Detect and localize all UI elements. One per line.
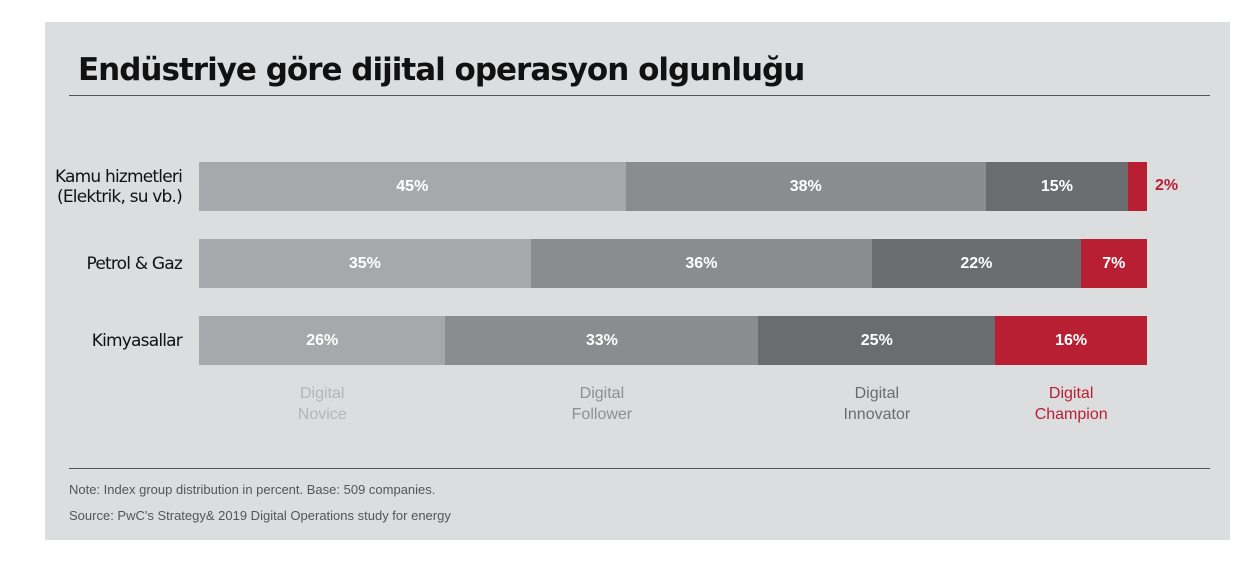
footer-divider	[69, 468, 1210, 469]
bar-segment: 15%	[985, 162, 1129, 211]
legend-item: Digital Innovator	[807, 383, 947, 425]
legend-label-line: Digital	[854, 385, 900, 402]
row-label-line: Kimyasallar	[91, 330, 183, 351]
bar-row: 35% 36% 22% 7%	[199, 239, 1147, 288]
chart-title: Endüstriye göre dijital operasyon olgunl…	[78, 52, 805, 88]
legend-label-line: Digital	[300, 385, 345, 402]
legend-item: Digital Follower	[532, 383, 672, 425]
legend-label-line: Innovator	[843, 406, 911, 423]
title-divider	[69, 95, 1210, 96]
legend-item: Digital Novice	[252, 383, 392, 425]
row-label: Petrol & Gaz	[87, 254, 183, 274]
legend-label-line: Follower	[571, 406, 633, 423]
legend-label-line: Novice	[297, 406, 347, 423]
legend-label-line: Champion	[1034, 406, 1108, 423]
legend-label-line: Digital	[579, 385, 625, 402]
bar-segment: 22%	[872, 239, 1081, 288]
note-text: Note: Index group distribution in percen…	[69, 482, 436, 497]
row-label: Kamu hizmetleri (Elektrik, su vb.)	[54, 166, 183, 207]
row-label-line: (Elektrik, su vb.)	[57, 186, 183, 207]
bar-segment: 26%	[199, 316, 446, 365]
bar-row: 26% 33% 25% 16%	[199, 316, 1147, 365]
bar-segment: 7%	[1080, 239, 1147, 288]
bar-segment	[1128, 162, 1147, 211]
row-label-line: Kamu hizmetleri	[54, 166, 183, 187]
bar-segment: 33%	[445, 316, 759, 365]
bar-segment: 45%	[199, 162, 626, 211]
row-label-line: Petrol & Gaz	[86, 253, 183, 274]
bar-segment: 35%	[199, 239, 531, 288]
bar-segment: 25%	[758, 316, 996, 365]
data-label: 2%	[1155, 177, 1179, 194]
legend-item: Digital Champion	[1001, 383, 1141, 425]
legend-label-line: Digital	[1048, 385, 1094, 402]
source-text: Source: PwC's Strategy& 2019 Digital Ope…	[69, 508, 451, 523]
bar-segment: 38%	[625, 162, 986, 211]
bar-segment: 16%	[995, 316, 1147, 365]
bar-row: 45% 38% 15%	[199, 162, 1147, 211]
bar-segment: 36%	[530, 239, 873, 288]
row-label: Kimyasallar	[91, 330, 183, 351]
